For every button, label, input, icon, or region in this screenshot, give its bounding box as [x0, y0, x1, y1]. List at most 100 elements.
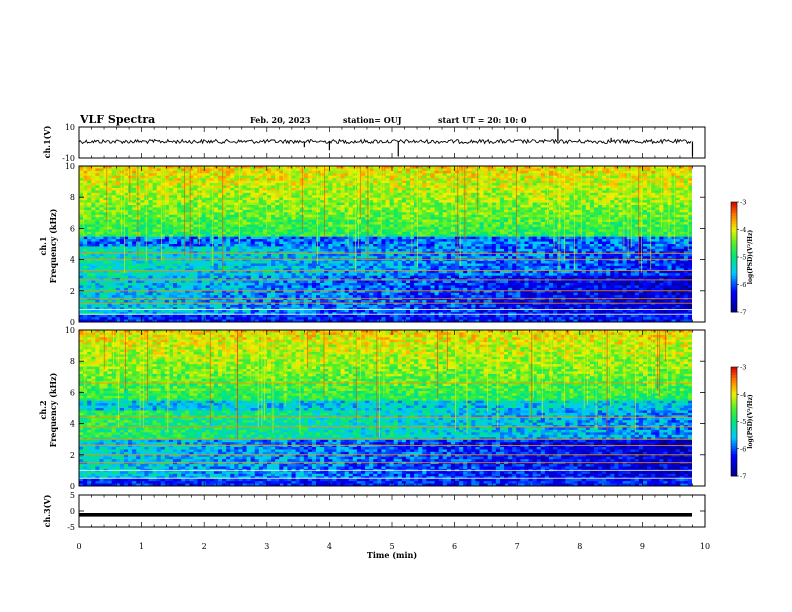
ch1-colorbar-swatch — [731, 246, 737, 250]
x-tick-label: 4 — [327, 542, 332, 551]
ch1-waveform-ytick-label: 10 — [65, 123, 75, 132]
ch2-spectrogram-ytick-label: 8 — [70, 357, 75, 366]
x-axis-label: Time (min) — [367, 550, 417, 560]
ch2-colorbar-swatch — [731, 386, 737, 390]
ch2-colorbar-swatch — [731, 380, 737, 384]
ch1-colorbar-swatch — [731, 276, 737, 280]
ch2-colorbar-swatch — [731, 394, 737, 398]
ch2-colorbar-swatch — [731, 446, 737, 450]
ch1-spectrogram-ytick-label: 2 — [70, 287, 75, 296]
ch2-colorbar-swatch — [731, 391, 737, 395]
ch2-colorbar-swatch — [731, 470, 737, 474]
ch2-colorbar-swatch — [731, 416, 737, 420]
ch1-waveform-ylabel: ch.1(V) — [42, 125, 52, 158]
ch2-colorbar-tick-label: -4 — [740, 391, 746, 399]
ch1-colorbar-swatch — [731, 232, 737, 236]
ch1-waveform-panel: 10 -10 — [62, 123, 706, 163]
x-tick-label: 8 — [577, 542, 582, 551]
ch2-colorbar-swatch — [731, 426, 737, 431]
x-tick-label: 9 — [640, 542, 645, 551]
ch1-colorbar-swatch — [731, 259, 737, 263]
ch1-colorbar-tick-label: -4 — [740, 226, 746, 234]
ch2-spectrogram-ylabel-frequency: Frequency (kHz) — [48, 372, 58, 447]
ch1-colorbar-swatch — [731, 235, 737, 239]
ch1-colorbar-swatch — [731, 265, 737, 269]
ch1-colorbar-tick-label: -5 — [740, 254, 746, 262]
ch2-colorbar-swatch — [731, 473, 737, 477]
ch2-colorbar-swatch — [731, 402, 737, 406]
ch1-spectrogram-ytick-label: 6 — [70, 224, 75, 233]
ch1-colorbar: -3 -4 -5 -6 -7 log(PSD)(V²/Hz) — [730, 199, 754, 317]
ch2-colorbar-swatch — [731, 454, 737, 458]
ch1-colorbar-swatch — [731, 295, 737, 299]
ch2-colorbar-swatch — [731, 451, 737, 455]
x-tick-label: 0 — [76, 542, 81, 551]
ch1-colorbar-swatch — [731, 251, 737, 255]
ch1-spectrogram-ylabel-channel: ch.1 — [38, 236, 48, 255]
ch2-colorbar-tick-label: -6 — [740, 445, 746, 453]
ch2-colorbar-swatch — [731, 375, 737, 379]
ch1-colorbar-swatch — [731, 215, 737, 219]
ch1-colorbar-swatch — [731, 229, 737, 233]
ch2-colorbar-swatch — [731, 421, 737, 425]
ch2-colorbar-tick-label: -7 — [740, 473, 746, 481]
ch2-colorbar-swatch — [731, 459, 737, 463]
ch1-waveform-ytick-label: -10 — [62, 154, 75, 163]
ch1-colorbar-swatch — [731, 268, 737, 272]
ch2-colorbar-swatch — [731, 448, 737, 452]
ch1-colorbar-swatch — [731, 262, 737, 266]
ch2-spectrogram-ytick-label: 4 — [70, 420, 75, 429]
ch2-colorbar-swatch — [731, 443, 737, 447]
ch1-colorbar-swatch — [731, 284, 737, 288]
x-tick-label: 5 — [389, 542, 394, 551]
ch1-colorbar-swatch — [731, 204, 737, 208]
ch3-waveform-ylabel: ch.3(V) — [42, 494, 52, 527]
ch1-spectrogram-ytick-label: 10 — [65, 162, 75, 171]
ch1-colorbar-tick-label: -6 — [740, 281, 746, 289]
time-axis: 0 1 2 3 4 5 6 7 8 9 10 — [76, 542, 710, 551]
ch2-colorbar-swatch — [731, 418, 737, 422]
ch2-colorbar-tick-label: -5 — [740, 418, 746, 426]
ch2-spectrogram-ytick-label: 0 — [70, 482, 75, 491]
ch2-colorbar-swatch — [731, 467, 737, 471]
ch1-colorbar-swatch — [731, 237, 737, 241]
ch2-colorbar-swatch — [731, 440, 737, 444]
ch2-colorbar-swatch — [731, 437, 737, 441]
ch1-colorbar-swatch — [731, 290, 737, 294]
date-label: Feb. 20, 2023 — [250, 115, 311, 125]
ch3-waveform-trace — [79, 513, 692, 517]
ch2-colorbar-swatch — [731, 435, 737, 439]
ch2-colorbar-swatch — [731, 465, 737, 469]
start-ut-label: start UT = 20: 10: 0 — [438, 115, 527, 125]
ch1-spectrogram-ylabel-frequency: Frequency (kHz) — [48, 208, 58, 283]
ch2-colorbar-swatch — [731, 383, 737, 387]
x-tick-label: 7 — [515, 542, 520, 551]
ch2-colorbar-swatch — [731, 396, 737, 401]
ch1-spectrogram-ytick-label: 0 — [70, 318, 75, 327]
ch2-spectrogram-ylabel-channel: ch.2 — [38, 400, 48, 419]
ch1-colorbar-swatch — [731, 287, 737, 291]
figure-title: VLF Spectra — [79, 113, 155, 126]
ch2-colorbar: -3 -4 -5 -6 -7 log(PSD)(V²/Hz) — [730, 364, 754, 481]
ch2-colorbar-swatch — [731, 407, 737, 412]
ch2-colorbar-swatch — [731, 405, 737, 409]
ch3-waveform-panel: 5 0 -5 — [67, 491, 706, 532]
ch2-colorbar-swatch — [731, 367, 737, 371]
ch2-spectrogram-empty-region — [692, 330, 705, 486]
ch2-spectrogram-image — [79, 330, 692, 486]
ch1-waveform-trace — [78, 138, 692, 145]
ch3-waveform-ytick-label: -5 — [67, 523, 75, 532]
ch2-colorbar-label: log(PSD)(V²/Hz) — [747, 394, 754, 449]
ch1-colorbar-swatch — [731, 218, 737, 222]
ch1-colorbar-tick-label: -3 — [740, 199, 746, 207]
ch1-colorbar-swatch — [731, 243, 737, 247]
ch1-colorbar-swatch — [731, 270, 737, 274]
ch1-colorbar-swatch — [731, 210, 737, 214]
ch2-spectrogram-ytick-label: 2 — [70, 451, 75, 460]
ch1-colorbar-swatch — [731, 202, 737, 206]
ch1-colorbar-swatch — [731, 226, 737, 230]
ch1-colorbar-swatch — [731, 254, 737, 258]
ch1-colorbar-swatch — [731, 221, 737, 225]
ch2-colorbar-swatch — [731, 410, 737, 414]
ch1-colorbar-label: log(PSD)(V²/Hz) — [747, 230, 754, 285]
